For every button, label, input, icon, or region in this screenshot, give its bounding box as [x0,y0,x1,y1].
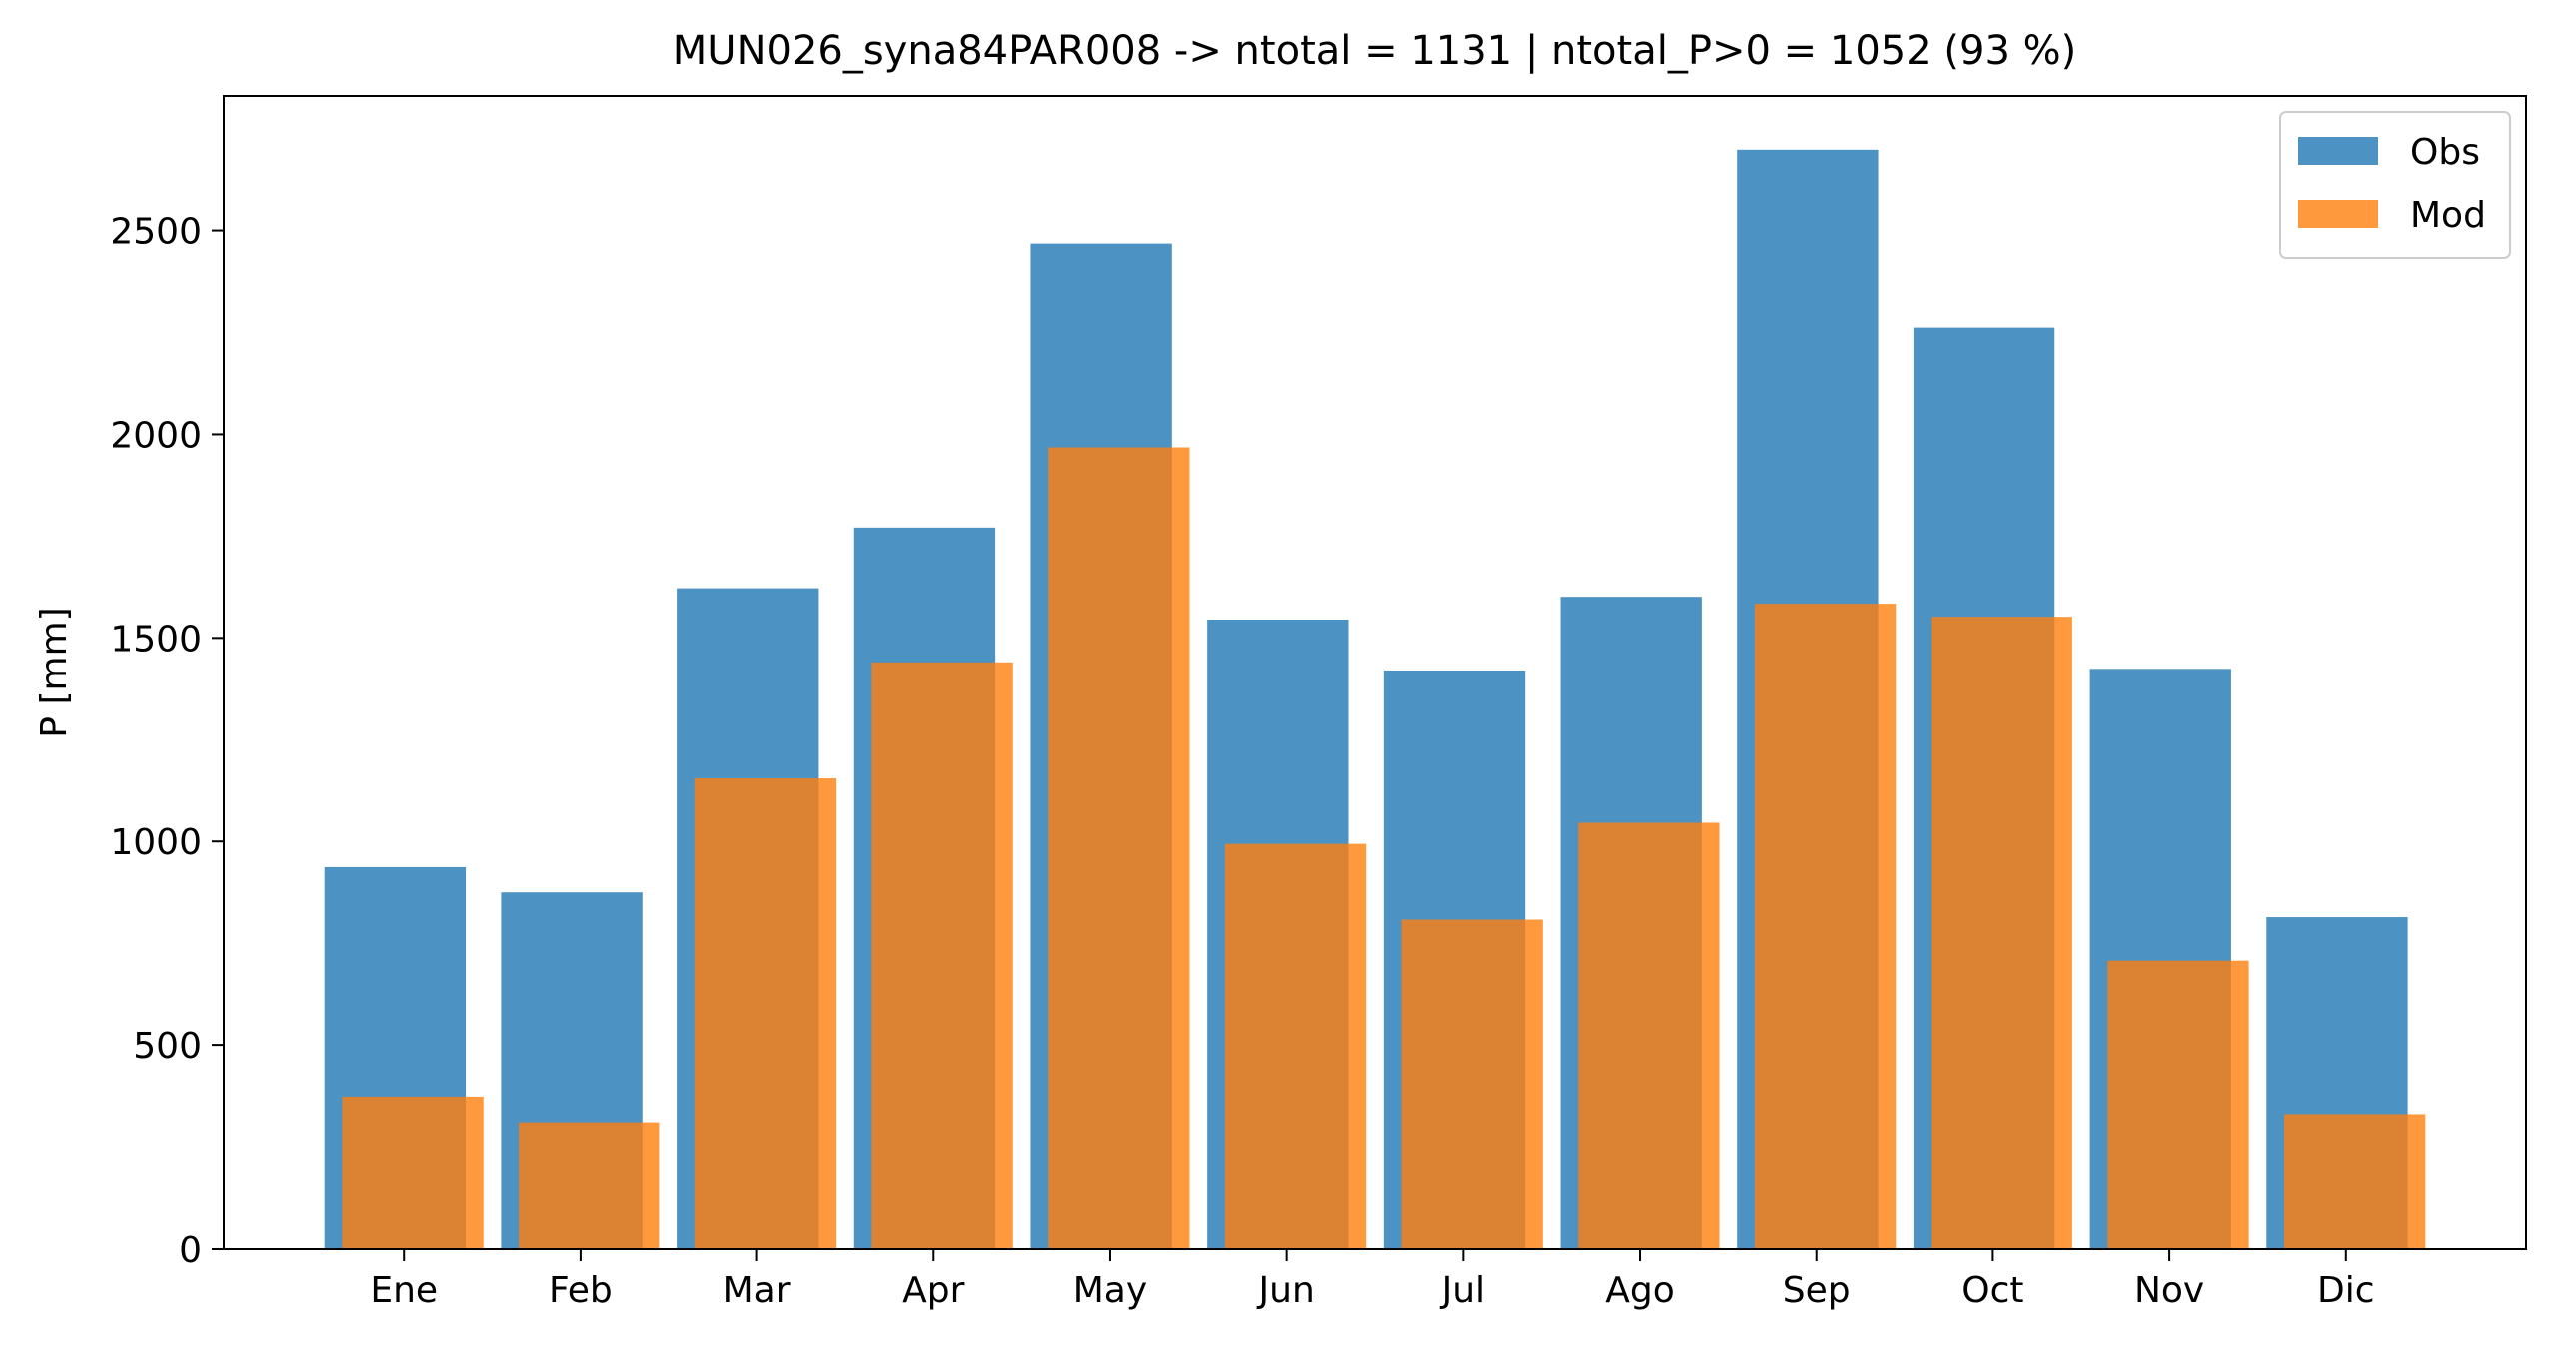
x-tick-label-apr: Apr [902,1270,964,1311]
x-tick-label-jun: Jun [1257,1270,1315,1311]
x-tick-label-mar: Mar [723,1270,791,1311]
legend: Obs Mod [2279,111,2511,259]
bar-mod-dic [2283,1114,2426,1249]
x-tick-label-feb: Feb [549,1270,613,1311]
axes-layer: 0 500 1000 1500 2000 2500 Ene Feb Mar Apr May Jun Ju… [110,95,2527,1311]
bar-mod-ene [342,1096,484,1249]
x-tick-label-dic: Dic [2317,1270,2375,1311]
bar-mod-may [1048,447,1190,1249]
legend-swatch-obs [2298,137,2378,165]
legend-label-obs: Obs [2410,132,2480,173]
chart-title: MUN026_syna84PAR008 -> ntotal = 1131 | n… [673,28,2076,74]
bar-mod-mar [694,778,837,1249]
y-tick-label: 0 [179,1230,202,1271]
bar-mod-jun [1224,843,1367,1249]
bar-mod-sep [1754,604,1897,1249]
y-tick-label: 2500 [110,212,202,253]
y-tick-label: 1500 [110,619,202,660]
y-tick-label: 1000 [110,822,202,863]
bars-layer [324,149,2426,1249]
x-tick-label-ene: Ene [370,1270,438,1311]
y-tick-label: 2000 [110,415,202,456]
x-tick-label-jul: Jul [1440,1270,1485,1311]
bar-mod-feb [519,1122,660,1249]
x-tick-label-nov: Nov [2134,1270,2204,1311]
plot-frame [223,95,2527,1250]
y-axis-label: P [mm] [34,607,75,737]
legend-swatch-mod [2298,200,2378,228]
bar-mod-oct [1931,617,2072,1249]
x-tick-label-may: May [1073,1270,1147,1311]
legend-label-mod: Mod [2410,195,2486,236]
bar-mod-jul [1401,919,1543,1249]
bar-mod-nov [2107,960,2249,1249]
x-tick-label-oct: Oct [1961,1270,2023,1311]
x-tick-label-ago: Ago [1605,1270,1675,1311]
bar-mod-ago [1578,822,1720,1249]
x-tick-label-sep: Sep [1783,1270,1851,1311]
y-tick-label: 500 [133,1026,202,1067]
bar-mod-apr [871,662,1013,1249]
